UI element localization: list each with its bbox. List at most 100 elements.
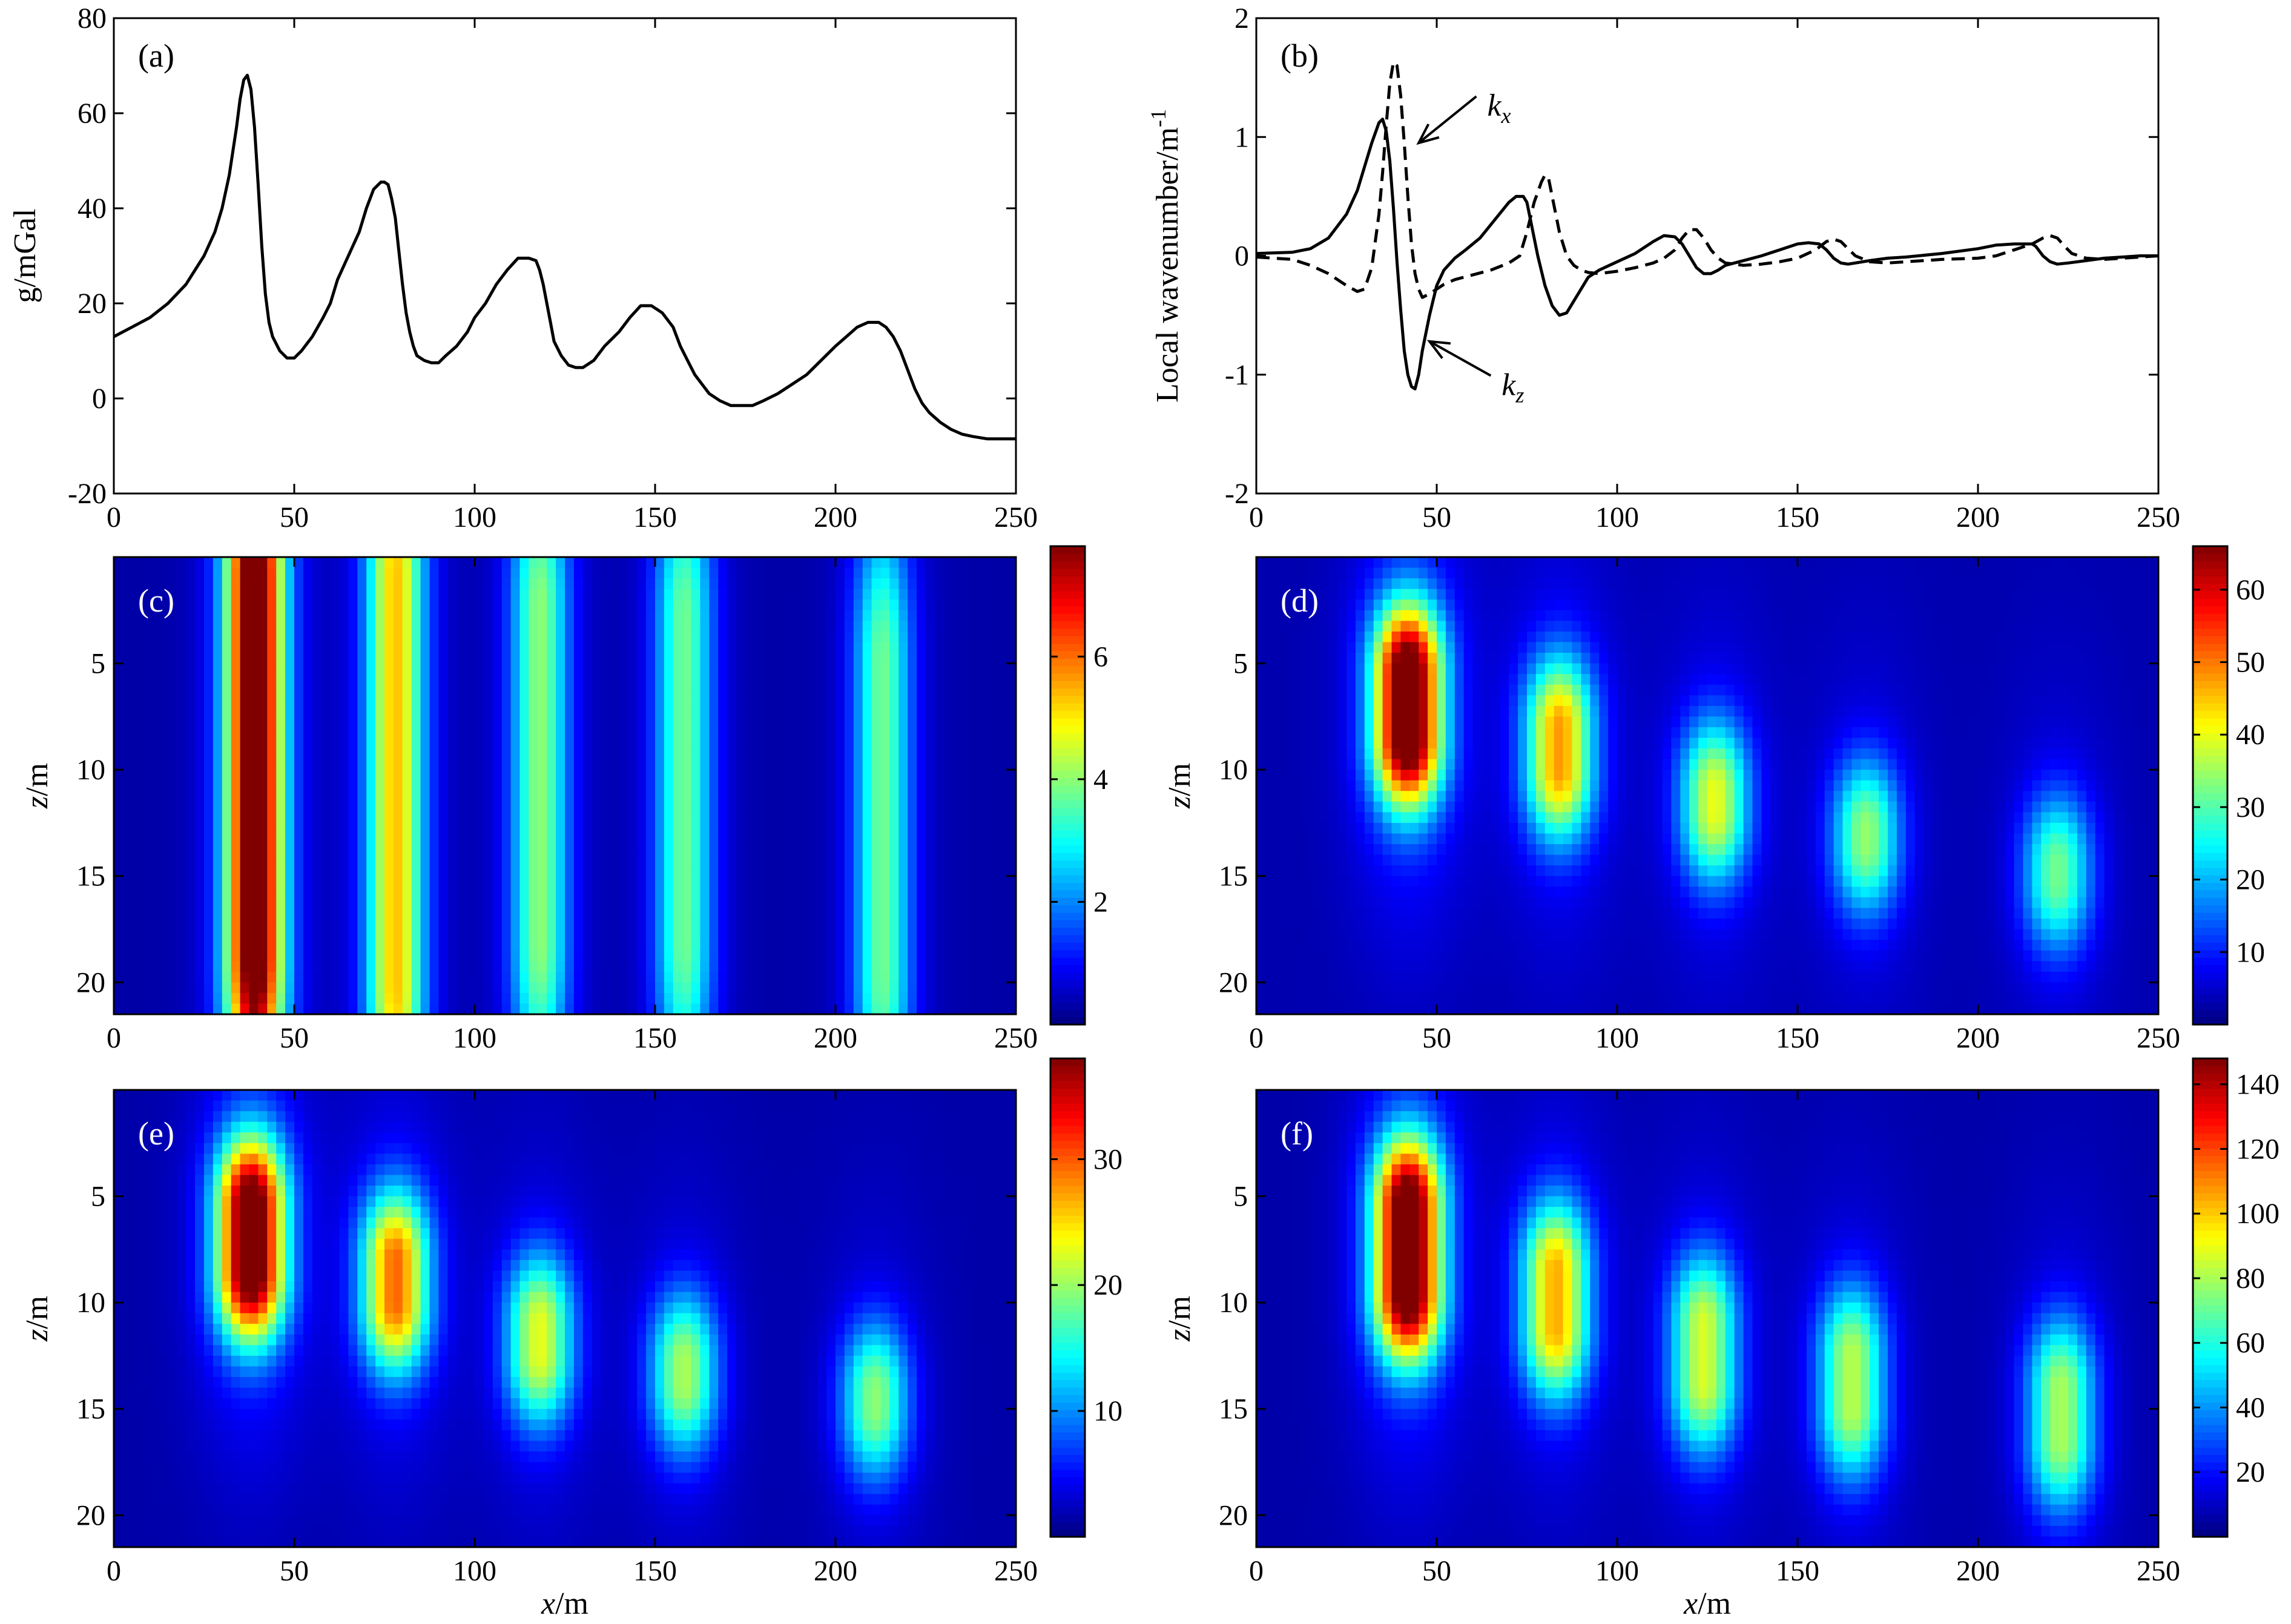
heatmap-cell (592, 557, 602, 569)
heatmap-cell (952, 971, 963, 983)
heatmap-cell (384, 908, 394, 919)
heatmap-cell (908, 653, 917, 664)
heatmap-cell (1328, 653, 1338, 664)
heatmap-cell (709, 844, 719, 856)
heatmap-cell (971, 929, 980, 940)
heatmap-cell (547, 961, 556, 972)
heatmap-cell (294, 748, 304, 760)
heatmap-cell (447, 705, 457, 717)
heatmap-cell (204, 663, 214, 675)
heatmap-cell (880, 748, 890, 760)
heatmap-cell (159, 812, 168, 824)
heatmap-cell (799, 738, 809, 749)
heatmap-cell (357, 674, 367, 685)
heatmap-cell (510, 812, 521, 824)
heatmap-cell (781, 738, 791, 749)
heatmap-cell (195, 653, 205, 664)
heatmap-cell (303, 940, 313, 951)
heatmap-cell (177, 642, 186, 653)
heatmap-cell (1337, 727, 1347, 739)
heatmap-cell (276, 705, 286, 717)
heatmap-cell (195, 1003, 205, 1015)
heatmap-cell (1256, 791, 1266, 802)
heatmap-cell (357, 759, 367, 770)
heatmap-cell (646, 759, 656, 770)
heatmap-cell (817, 865, 827, 877)
x-tick-label: 150 (633, 501, 677, 533)
heatmap-cell (150, 727, 160, 739)
heatmap-cell (637, 844, 647, 856)
series-line-z (1256, 117, 2158, 391)
heatmap-cell (240, 982, 250, 994)
heatmap-cell (285, 684, 295, 696)
heatmap-cell (980, 854, 989, 866)
heatmap-cell (934, 982, 944, 994)
heatmap-cell (998, 812, 1007, 824)
heatmap-cell (447, 801, 457, 813)
heatmap-cell (475, 950, 484, 962)
heatmap-cell (529, 674, 538, 685)
heatmap-cell (366, 705, 376, 717)
heatmap-cell (718, 770, 728, 781)
heatmap-cell (862, 716, 872, 728)
heatmap-cell (339, 653, 349, 664)
heatmap-cell (799, 791, 809, 802)
heatmap-cell (339, 833, 349, 845)
heatmap-cell (691, 865, 701, 877)
heatmap-cell (943, 578, 954, 590)
heatmap-cell (303, 950, 313, 962)
heatmap-cell (1310, 589, 1320, 600)
heatmap-cell (826, 844, 836, 856)
colorbar-segment (1050, 920, 1085, 928)
heatmap-cell (1355, 695, 1365, 707)
heatmap-cell (429, 780, 439, 791)
heatmap-cell (790, 567, 800, 579)
heatmap-cell (853, 812, 863, 824)
heatmap-cell (1292, 940, 1302, 951)
heatmap-cell (276, 791, 286, 802)
heatmap-cell (781, 854, 791, 866)
heatmap-cell (213, 780, 223, 791)
heatmap-cell (240, 822, 250, 834)
heatmap-cell (312, 822, 322, 834)
heatmap-cell (934, 791, 944, 802)
heatmap-cell (186, 992, 196, 1005)
heatmap-cell (547, 897, 556, 909)
heatmap-cell (673, 801, 683, 813)
heatmap-cell (582, 567, 593, 579)
heatmap-cell (961, 695, 972, 707)
heatmap-cell (844, 908, 854, 919)
heatmap-cell (926, 897, 935, 909)
heatmap-cell (781, 929, 791, 940)
heatmap-cell (1292, 908, 1302, 919)
heatmap-cell (889, 876, 899, 887)
heatmap-cell (664, 865, 674, 877)
heatmap-cell (150, 876, 160, 887)
heatmap-cell (131, 716, 142, 728)
heatmap-cell (483, 897, 493, 909)
heatmap-cell (1328, 908, 1338, 919)
heatmap-cell (303, 929, 313, 940)
heatmap-cell (267, 929, 277, 940)
heatmap-cell (249, 992, 259, 1005)
heatmap-cell (980, 727, 989, 739)
heatmap-cell (908, 695, 917, 707)
heatmap-cell (483, 812, 493, 824)
heatmap-cell (646, 748, 656, 760)
heatmap-cell (438, 716, 448, 728)
heatmap-cell (628, 695, 638, 707)
heatmap-cell (213, 770, 223, 781)
heatmap-cell (213, 621, 223, 632)
heatmap-cell (700, 897, 710, 909)
heatmap-cell (466, 695, 475, 707)
heatmap-cell (989, 727, 998, 739)
heatmap-cell (682, 599, 692, 611)
heatmap-cell (420, 578, 430, 590)
heatmap-cell (853, 1003, 863, 1015)
heatmap-cell (1347, 822, 1356, 834)
heatmap-cell (808, 940, 818, 951)
heatmap-cell (140, 844, 151, 856)
heatmap-cell (610, 940, 619, 951)
heatmap-cell (826, 621, 836, 632)
heatmap-cell (1274, 621, 1284, 632)
